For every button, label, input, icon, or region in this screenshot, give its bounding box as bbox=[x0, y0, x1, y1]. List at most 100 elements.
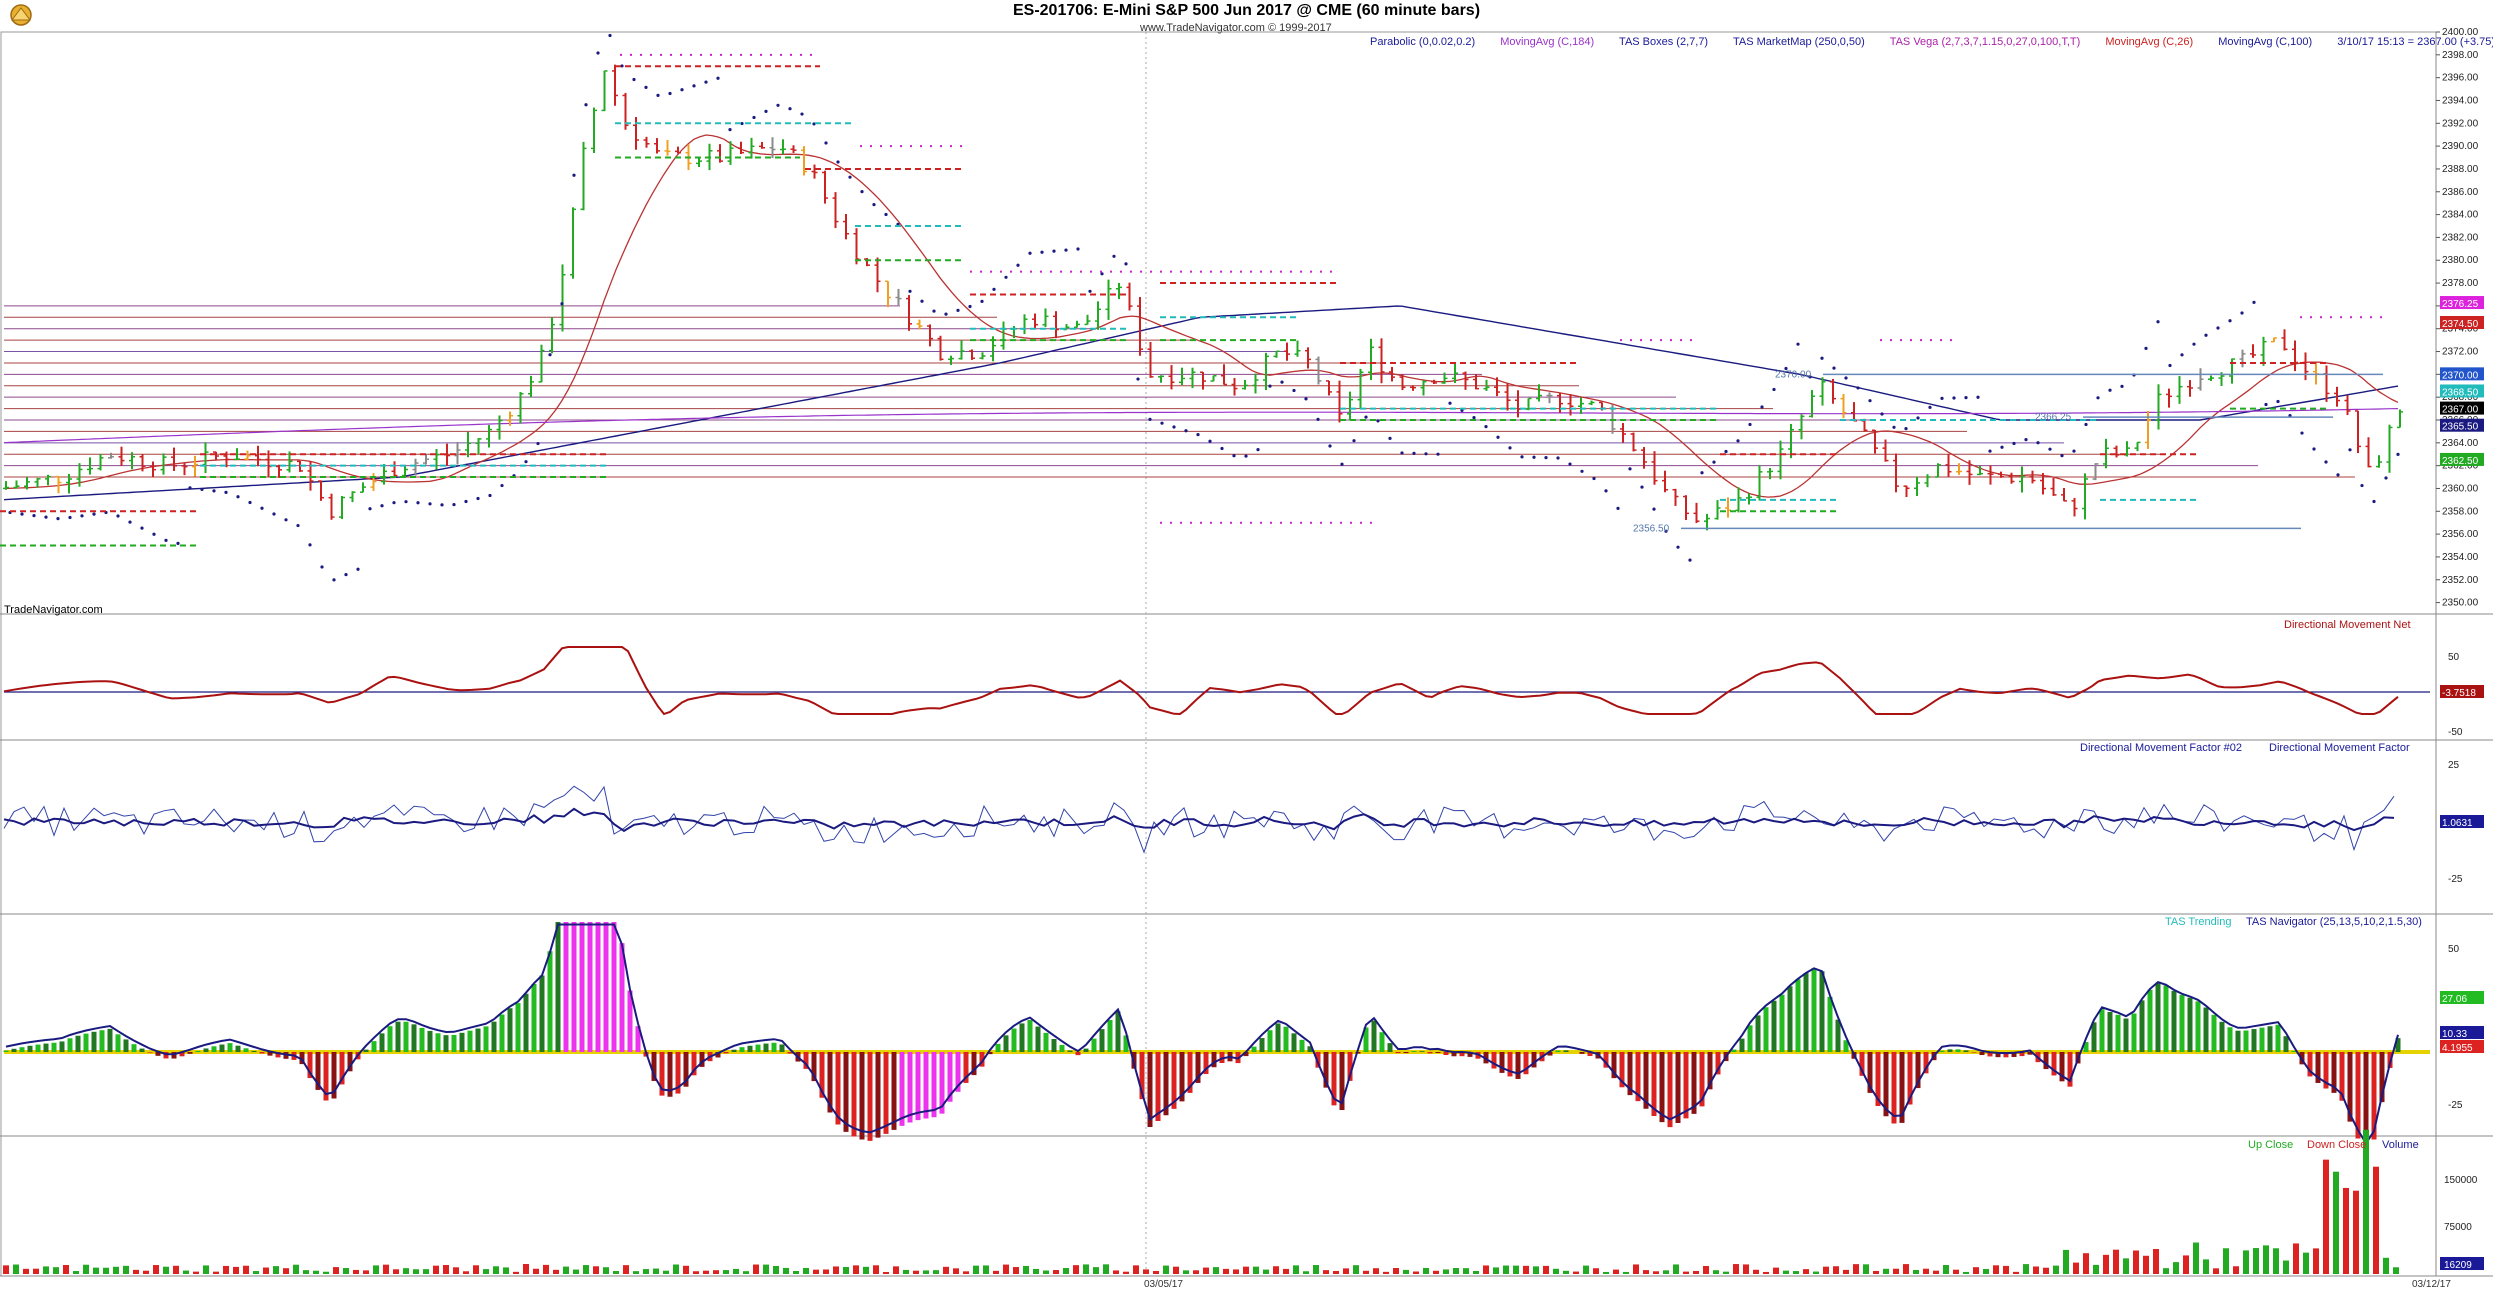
volume-bar bbox=[2053, 1265, 2059, 1274]
sar-dot bbox=[1628, 467, 1632, 471]
volume-bar bbox=[333, 1267, 339, 1274]
volume-bar bbox=[2213, 1268, 2219, 1274]
volume-bar bbox=[1793, 1271, 1799, 1274]
volume-bar bbox=[1713, 1270, 1719, 1274]
volume-bar bbox=[1483, 1265, 1489, 1274]
sar-dot bbox=[1508, 446, 1512, 450]
sar-dot bbox=[1820, 356, 1824, 360]
sar-dot bbox=[1952, 396, 1956, 400]
price-tick-label: 2400.00 bbox=[2442, 27, 2479, 38]
logo-icon bbox=[10, 4, 32, 26]
price-marker bbox=[2440, 296, 2484, 310]
study-tas-boxes[interactable]: TAS Boxes (2,7,7) bbox=[1619, 36, 1709, 48]
volume-bar bbox=[2263, 1245, 2269, 1274]
volume-bar bbox=[123, 1265, 129, 1274]
volume-bar bbox=[783, 1267, 789, 1274]
sar-dot bbox=[2000, 445, 2004, 449]
volume-bar bbox=[673, 1264, 679, 1274]
volume-bar bbox=[13, 1264, 19, 1274]
sar-dot bbox=[224, 490, 228, 495]
sar-dot bbox=[2024, 438, 2028, 442]
dmf-value: 1.0631 bbox=[2442, 818, 2473, 829]
sar-dot bbox=[212, 489, 216, 493]
study-tas-marketmap[interactable]: TAS MarketMap (250,0,50) bbox=[1732, 36, 1865, 48]
sar-dot bbox=[1220, 446, 1224, 451]
sar-dot bbox=[2396, 452, 2400, 456]
study-tas-vega[interactable]: TAS Vega (2,7,3,7,1.15,0,27,0,100,T,T) bbox=[1889, 36, 2081, 48]
sar-dot bbox=[1532, 455, 1536, 459]
price-annotation: 2356.50 bbox=[1633, 523, 1670, 534]
volume-bar bbox=[793, 1270, 799, 1274]
volume-bar bbox=[643, 1269, 649, 1274]
sar-dot bbox=[1304, 397, 1308, 401]
sar-dot bbox=[1772, 387, 1776, 392]
sar-dot bbox=[2156, 320, 2160, 324]
sar-dot bbox=[2276, 399, 2280, 404]
dmn-tick: 50 bbox=[2448, 652, 2460, 663]
volume-bar bbox=[1533, 1266, 1539, 1274]
price-tick-label: 2364.00 bbox=[2442, 438, 2479, 449]
study-ma184[interactable]: MovingAvg (C,184) bbox=[1500, 36, 1595, 48]
volume-bar bbox=[563, 1266, 569, 1274]
volume-bar bbox=[2043, 1267, 2049, 1274]
sar-dot bbox=[1964, 396, 1968, 400]
volume-bar bbox=[943, 1266, 949, 1274]
volume-bar bbox=[2323, 1159, 2329, 1274]
volume-bar bbox=[363, 1270, 369, 1274]
sar-dot bbox=[308, 543, 312, 547]
sar-dot bbox=[1700, 471, 1704, 475]
volume-bar bbox=[963, 1271, 969, 1274]
volume-bar bbox=[1183, 1270, 1189, 1274]
sar-dot bbox=[1268, 384, 1272, 388]
volume-bar bbox=[353, 1269, 359, 1274]
volume-bar bbox=[933, 1270, 939, 1274]
parabolic-sar bbox=[8, 33, 2400, 582]
volume-bar bbox=[1233, 1269, 1239, 1274]
volume-bar bbox=[1883, 1268, 1889, 1274]
sar-dot bbox=[1568, 462, 1572, 466]
volume-bar bbox=[1733, 1264, 1739, 1274]
volume-bar bbox=[1393, 1268, 1399, 1274]
volume-bar bbox=[1003, 1264, 1009, 1274]
dmf2-line bbox=[3, 785, 2395, 854]
dmn-value-box bbox=[2440, 685, 2484, 698]
dmf-pane: 25 -25 1.0631 bbox=[3, 760, 2484, 885]
study-ma100[interactable]: MovingAvg (C,100) bbox=[2218, 36, 2313, 48]
sar-dot bbox=[1352, 439, 1356, 443]
volume-bar bbox=[873, 1265, 879, 1274]
price-marker-label: 2367.00 bbox=[2442, 405, 2479, 416]
sar-dot bbox=[236, 495, 240, 499]
sar-dot bbox=[548, 353, 552, 357]
sar-dot bbox=[2324, 460, 2328, 464]
sar-dot bbox=[320, 565, 324, 569]
volume-bar bbox=[2253, 1248, 2259, 1274]
price-tick-label: 2386.00 bbox=[2442, 187, 2479, 198]
sar-dot bbox=[2264, 402, 2268, 407]
sar-dot bbox=[2120, 384, 2124, 388]
sar-dot bbox=[1556, 456, 1560, 460]
price-marker bbox=[2440, 367, 2484, 381]
sar-dot bbox=[116, 514, 120, 518]
price-tick-label: 2350.00 bbox=[2442, 598, 2479, 609]
tas-value-box bbox=[2440, 1040, 2484, 1053]
sar-dot bbox=[1376, 419, 1380, 423]
volume-bar bbox=[763, 1264, 769, 1274]
volume-bar bbox=[2283, 1260, 2289, 1274]
study-parabolic[interactable]: Parabolic (0,0.02,0.2) bbox=[1370, 36, 1476, 48]
volume-bar bbox=[743, 1271, 749, 1274]
volume-bar bbox=[1273, 1266, 1279, 1274]
volume-bar bbox=[853, 1265, 859, 1274]
study-ma26[interactable]: MovingAvg (C,26) bbox=[2105, 36, 2194, 48]
copyright-text: www.TradeNavigator.com © 1999-2017 bbox=[1140, 22, 1332, 34]
sar-dot bbox=[2312, 447, 2316, 451]
sar-dot bbox=[788, 107, 792, 111]
volume-bar bbox=[1743, 1264, 1749, 1274]
sar-dot bbox=[1328, 444, 1332, 448]
sar-dot bbox=[1928, 405, 1932, 409]
volume-bar bbox=[2123, 1258, 2129, 1274]
volume-bar bbox=[833, 1266, 839, 1274]
volume-bar bbox=[2103, 1254, 2109, 1274]
sar-dot bbox=[2096, 396, 2100, 400]
volume-bar bbox=[1463, 1268, 1469, 1274]
